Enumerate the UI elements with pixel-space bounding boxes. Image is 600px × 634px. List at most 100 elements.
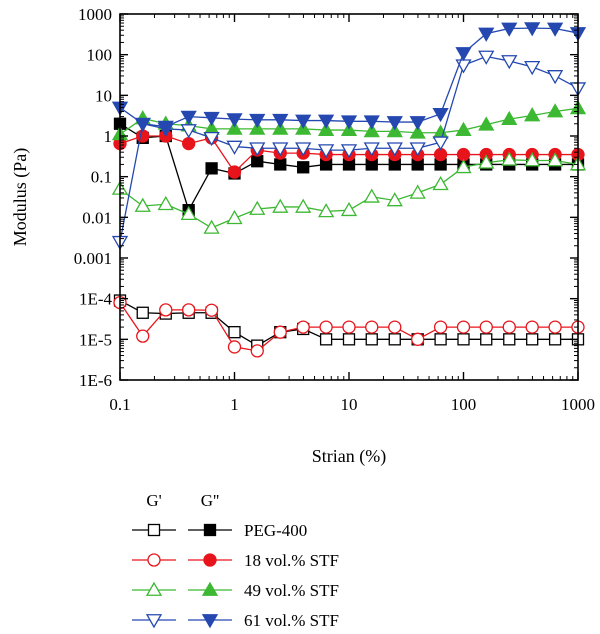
data-point [546, 22, 564, 37]
y-tick-labels: 1000 100 10 1 0.1 0.01 0.001 1E-4 1E-5 1E-6 [74, 5, 113, 390]
data-point [409, 142, 426, 157]
data-point [409, 116, 426, 131]
data-point [456, 147, 471, 162]
legend: G' G'' PEG-400 18 vol.% STF 49 vol.% STF 61… [132, 491, 339, 630]
data-point [296, 320, 310, 334]
data-point [433, 320, 448, 334]
plot-series-group [111, 22, 587, 358]
data-point [249, 113, 266, 129]
data-point [227, 340, 242, 354]
data-point [456, 320, 471, 334]
data-point [365, 320, 379, 334]
y-tick-label: 0.1 [91, 168, 112, 187]
legend-row: 61 vol.% STF [132, 611, 339, 630]
data-point [365, 333, 378, 346]
legend-marker [201, 581, 219, 596]
data-point [227, 165, 242, 179]
data-point [226, 209, 243, 225]
data-point [157, 195, 174, 211]
data-point [319, 320, 333, 334]
data-point [340, 144, 358, 159]
data-point [455, 47, 472, 62]
data-point [272, 113, 289, 129]
data-point [363, 115, 380, 130]
data-point [503, 333, 516, 346]
data-point [340, 115, 358, 130]
data-point [524, 107, 541, 122]
data-point [250, 344, 264, 358]
data-point [317, 121, 335, 136]
y-tick-label: 1E-6 [79, 371, 112, 390]
data-point [182, 136, 196, 151]
data-point [525, 320, 539, 334]
data-point [136, 306, 149, 319]
data-point [524, 22, 541, 37]
series-4 [111, 151, 587, 234]
data-point [317, 203, 335, 218]
data-point [297, 161, 310, 174]
data-point [180, 110, 197, 125]
y-tick-label: 1000 [78, 5, 112, 24]
data-point [386, 116, 403, 131]
data-point [432, 136, 449, 151]
data-point [434, 333, 447, 346]
data-point [342, 320, 356, 334]
data-point [457, 333, 470, 346]
x-tick-label: 1 [230, 395, 239, 414]
legend-marker [203, 523, 217, 537]
y-tick-label: 100 [87, 46, 113, 65]
data-point [432, 175, 449, 191]
legend-marker [147, 523, 161, 537]
data-point [228, 326, 241, 339]
data-point [182, 303, 196, 317]
data-point [249, 142, 266, 157]
y-axis-title: Modulus (Pa) [10, 148, 31, 247]
legend-header-storage: G' [146, 491, 161, 510]
legend-label: PEG-400 [244, 521, 307, 540]
data-point [363, 188, 380, 203]
y-tick-label: 0.001 [74, 249, 112, 268]
data-point [295, 198, 312, 213]
data-point [272, 198, 289, 213]
data-point [159, 303, 173, 317]
data-point [386, 142, 403, 157]
data-point [388, 333, 401, 346]
legend-marker [203, 553, 217, 567]
x-tick-label: 0.1 [109, 395, 130, 414]
data-point [478, 50, 495, 65]
data-point [411, 332, 425, 346]
data-point [295, 114, 312, 129]
data-point [546, 70, 564, 85]
data-point [409, 124, 426, 139]
data-point [502, 320, 516, 334]
series-7 [111, 22, 587, 135]
x-tick-label: 10 [341, 395, 358, 414]
data-point [134, 197, 151, 212]
data-point [157, 120, 174, 135]
data-point [340, 201, 358, 217]
data-point [203, 219, 220, 234]
data-point [546, 152, 564, 167]
data-point [455, 121, 472, 136]
data-point [548, 333, 562, 346]
x-axis-title: Strian (%) [312, 446, 386, 467]
data-point [524, 61, 541, 76]
legend-marker [147, 553, 161, 567]
data-point [479, 320, 493, 334]
data-point [501, 110, 518, 126]
legend-marker [145, 614, 163, 629]
data-point [134, 117, 151, 133]
data-point [478, 116, 495, 131]
data-point [274, 158, 287, 171]
y-tick-label: 10 [95, 86, 112, 105]
data-point [342, 333, 356, 346]
y-tick-label: 1E-4 [79, 290, 113, 309]
data-point [363, 142, 380, 157]
data-point [480, 333, 493, 346]
data-point [272, 142, 289, 157]
legend-row: PEG-400 [132, 521, 307, 540]
y-tick-label: 1 [104, 127, 113, 146]
legend-label: 18 vol.% STF [244, 551, 339, 570]
data-point [386, 192, 403, 207]
